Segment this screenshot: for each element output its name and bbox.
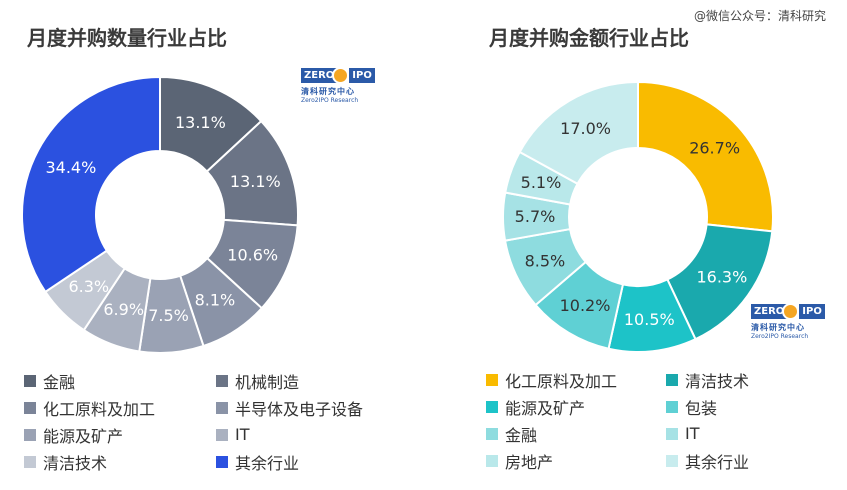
legend-item: 化工原料及加工 bbox=[24, 397, 216, 419]
legend-label: 其余行业 bbox=[235, 453, 300, 473]
logo-cn-text: 清科研究中心 bbox=[301, 87, 355, 96]
legend-item: 化工原料及加工 bbox=[486, 369, 666, 391]
slice-data-label: 6.3% bbox=[68, 277, 109, 296]
legend-swatch bbox=[666, 427, 678, 440]
logo-2-ring-icon bbox=[332, 67, 349, 84]
legend-item: 能源及矿产 bbox=[24, 424, 216, 446]
slice-data-label: 6.9% bbox=[103, 300, 144, 319]
donut-slice bbox=[21, 75, 161, 294]
legend-swatch bbox=[216, 401, 228, 414]
slice-data-label: 16.3% bbox=[696, 267, 747, 286]
legend-swatch bbox=[24, 428, 36, 441]
slice-data-label: 7.5% bbox=[148, 306, 189, 325]
logo-en-text: Zero2IPO Research bbox=[301, 97, 359, 104]
legend-label: 其余行业 bbox=[685, 452, 750, 472]
legend-swatch bbox=[216, 374, 228, 387]
legend-label: 半导体及电子设备 bbox=[235, 399, 364, 419]
legend-label: 金融 bbox=[43, 372, 76, 392]
legend-label: 化工原料及加工 bbox=[43, 399, 156, 419]
watermark-text: @微信公众号：清科研究 bbox=[694, 9, 827, 23]
legend-item: 房地产 bbox=[486, 450, 666, 472]
slice-data-label: 5.1% bbox=[521, 173, 562, 192]
slice-data-label: 13.1% bbox=[175, 113, 226, 132]
donut-slice bbox=[637, 80, 774, 233]
legend-swatch bbox=[24, 455, 36, 468]
logo-2-ring-icon bbox=[782, 303, 799, 320]
legend-item: IT bbox=[666, 423, 846, 444]
legend-item: 金融 bbox=[486, 423, 666, 445]
legend-swatch bbox=[24, 401, 36, 414]
legend-label: 化工原料及加工 bbox=[505, 371, 618, 391]
chart-title-amount: 月度并购金额行业占比 bbox=[489, 26, 689, 50]
logo-ipo-text: IPO bbox=[349, 67, 375, 83]
legend-item: 金融 bbox=[24, 370, 216, 392]
legend-label: 机械制造 bbox=[235, 372, 300, 392]
legend-item: 机械制造 bbox=[216, 370, 416, 392]
legend-swatch bbox=[216, 455, 228, 468]
slice-data-label: 17.0% bbox=[560, 119, 611, 138]
slice-data-label: 34.4% bbox=[45, 158, 96, 177]
slice-data-label: 26.7% bbox=[689, 139, 740, 158]
donut-slice bbox=[518, 80, 639, 186]
legend-label: 清洁技术 bbox=[43, 453, 108, 473]
logo-zero-text: ZERO bbox=[751, 303, 788, 319]
slice-data-label: 8.1% bbox=[195, 290, 236, 309]
zero2ipo-logo: ZERO IPO 清科研究中心 Zero2IPO Research bbox=[301, 67, 375, 104]
slice-data-label: 5.7% bbox=[515, 207, 556, 226]
legend-item: 包装 bbox=[666, 396, 846, 418]
legend-swatch bbox=[486, 400, 498, 413]
slice-data-label: 10.2% bbox=[560, 296, 611, 315]
logo-en-text: Zero2IPO Research bbox=[751, 333, 809, 340]
legend-swatch bbox=[486, 373, 498, 386]
legend-swatch bbox=[486, 454, 498, 467]
slice-data-label: 10.5% bbox=[624, 310, 675, 329]
legend-label: 房地产 bbox=[505, 452, 554, 472]
chart-title-count: 月度并购数量行业占比 bbox=[27, 26, 227, 50]
legend-count: 金融 机械制造化工原料及加工 半导体及电子设备能源及矿产 IT 清洁技术 其余行业 bbox=[24, 370, 416, 473]
legend-item: 半导体及电子设备 bbox=[216, 397, 416, 419]
legend-item: 其余行业 bbox=[216, 451, 416, 473]
legend-label: 清洁技术 bbox=[685, 371, 750, 391]
legend-label: IT bbox=[235, 425, 250, 444]
legend-label: 能源及矿产 bbox=[505, 398, 586, 418]
zero2ipo-logo-2: ZERO IPO 清科研究中心 Zero2IPO Research bbox=[751, 303, 825, 340]
legend-swatch bbox=[486, 427, 498, 440]
donut-chart-amount: 26.7% 16.3% 10.5% 10.2% 8.5% 5.7% 5.1% 17.0% bbox=[502, 80, 774, 353]
legend-amount: 化工原料及加工 清洁技术能源及矿产 包装金融 IT 房地产 其余行业 bbox=[486, 369, 846, 472]
legend-swatch bbox=[216, 428, 228, 441]
legend-swatch bbox=[666, 454, 678, 467]
legend-item: 清洁技术 bbox=[666, 369, 846, 391]
donut-chart-count: 13.1% 13.1% 10.6% 8.1% 7.5%6.9% 6.3% 34.4% bbox=[21, 75, 299, 354]
slice-data-label: 8.5% bbox=[525, 252, 566, 271]
legend-item: IT bbox=[216, 424, 416, 445]
legend-label: 包装 bbox=[685, 398, 718, 418]
legend-item: 其余行业 bbox=[666, 450, 846, 472]
legend-swatch bbox=[666, 373, 678, 386]
legend-label: 金融 bbox=[505, 425, 538, 445]
legend-item: 能源及矿产 bbox=[486, 396, 666, 418]
slice-data-label: 10.6% bbox=[227, 246, 278, 265]
slice-data-label: 13.1% bbox=[230, 172, 281, 191]
legend-label: 能源及矿产 bbox=[43, 426, 124, 446]
logo-cn-text: 清科研究中心 bbox=[751, 323, 805, 332]
logo-zero-text: ZERO bbox=[301, 67, 338, 83]
logo-ipo-text: IPO bbox=[799, 303, 825, 319]
legend-item: 清洁技术 bbox=[24, 451, 216, 473]
legend-swatch bbox=[24, 374, 36, 387]
legend-swatch bbox=[666, 400, 678, 413]
legend-label: IT bbox=[685, 424, 700, 443]
